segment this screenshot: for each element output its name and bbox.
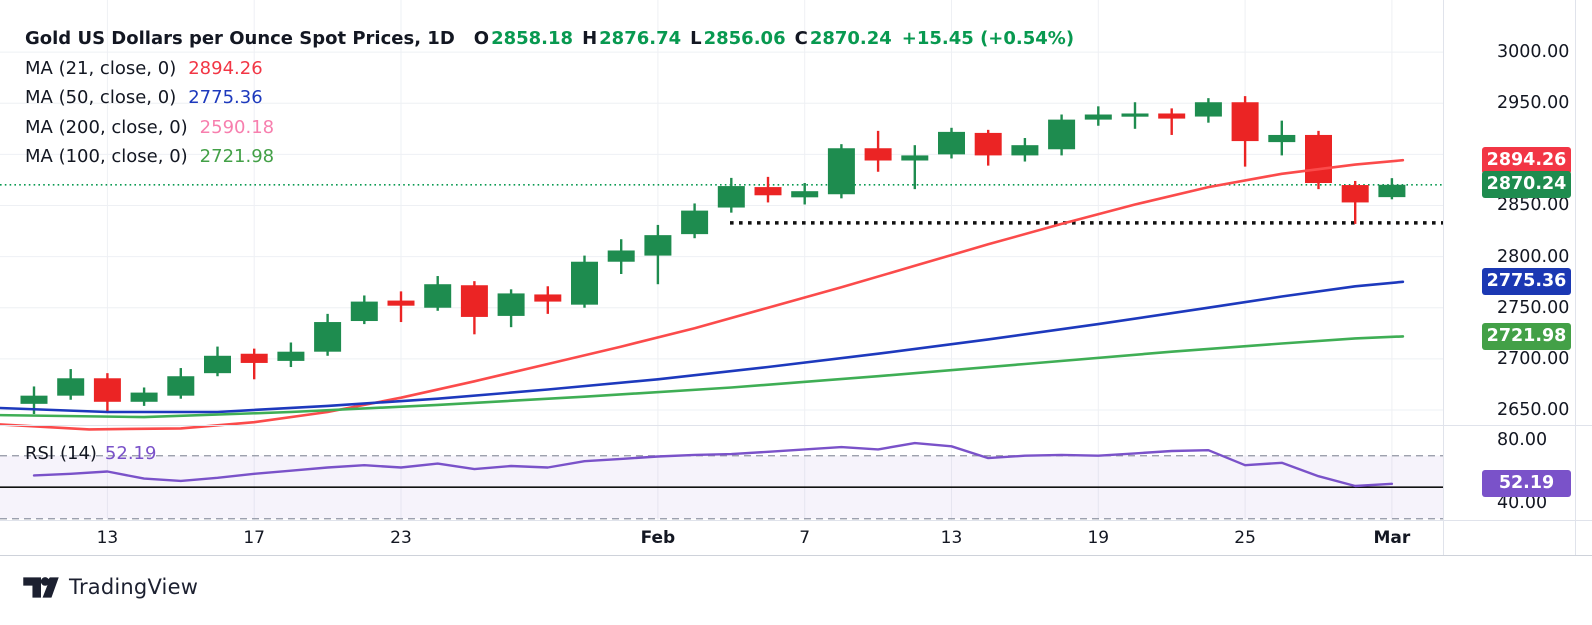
candle[interactable]: [20, 395, 48, 404]
ma-label: MA (50, close, 0): [25, 87, 177, 109]
candle[interactable]: [277, 351, 305, 361]
candle[interactable]: [717, 186, 745, 208]
time-axis-label: Feb: [640, 528, 676, 548]
ohlc-value: 2876.74: [599, 28, 682, 50]
rsi-axis-label: 80.00: [1497, 429, 1548, 450]
ohlc-key: H: [582, 28, 598, 50]
candle[interactable]: [1305, 134, 1332, 184]
candle[interactable]: [314, 322, 342, 352]
candle[interactable]: [130, 392, 158, 402]
candle[interactable]: [1084, 114, 1112, 120]
ma-value: 2721.98: [199, 146, 275, 168]
price-axis-label: 3000.00: [1497, 42, 1570, 63]
ma-label: MA (200, close, 0): [25, 116, 188, 138]
candle[interactable]: [1268, 134, 1296, 143]
candle[interactable]: [827, 148, 855, 195]
candle[interactable]: [1341, 185, 1369, 203]
ma-legend-rows: MA (21, close, 0) 2894.26 MA (50, close, 0…: [25, 54, 1074, 172]
rsi-value: 52.19: [104, 443, 157, 464]
ma-label: MA (21, close, 0): [25, 57, 177, 79]
price-axis-label: 2750.00: [1497, 297, 1570, 318]
candle[interactable]: [938, 131, 965, 155]
candle[interactable]: [1194, 102, 1222, 117]
chart-legend: Gold US Dollars per Ounce Spot Prices, 1…: [25, 24, 1074, 172]
candle[interactable]: [901, 155, 929, 161]
ma-label: MA (100, close, 0): [25, 146, 188, 168]
time-axis-label: 25: [1234, 528, 1256, 548]
ma100-price-badge: 2721.98: [1482, 322, 1571, 350]
ohlc-value: 2870.24: [809, 28, 892, 50]
time-axis-label: 19: [1087, 528, 1110, 548]
time-axis-label: 23: [390, 528, 412, 548]
rsi-value-badge: 52.19: [1482, 470, 1571, 498]
candle[interactable]: [350, 301, 378, 322]
ma-legend-row[interactable]: MA (200, close, 0) 2590.18: [25, 113, 1074, 143]
ohlc-key: O: [473, 28, 490, 50]
candle[interactable]: [1158, 113, 1186, 119]
price-axis-label: 2950.00: [1497, 93, 1570, 114]
ohlc-key: C: [794, 28, 808, 50]
candle[interactable]: [754, 187, 782, 196]
candle[interactable]: [1121, 113, 1149, 117]
ohlc-key: L: [690, 28, 702, 50]
tradingview-attribution[interactable]: TradingView: [22, 570, 198, 604]
price-axis-label: 2850.00: [1497, 195, 1570, 216]
time-axis-label: 13: [940, 528, 963, 548]
ma-value: 2775.36: [188, 87, 263, 109]
candle[interactable]: [204, 355, 231, 374]
ohlc-value: 2856.06: [703, 28, 786, 50]
candle[interactable]: [534, 294, 562, 302]
chart-plot[interactable]: [0, 0, 1592, 556]
candle[interactable]: [1011, 145, 1039, 156]
candle[interactable]: [681, 210, 709, 235]
ohlc-values: O 2858.18 H 2876.74 L 2856.06 C 2870.24: [465, 28, 892, 49]
candle[interactable]: [791, 191, 819, 198]
candle[interactable]: [93, 378, 121, 402]
candle[interactable]: [864, 148, 892, 161]
price-axis-label: 2650.00: [1497, 399, 1570, 420]
rsi-axis-label: 40.00: [1497, 492, 1548, 513]
price-axis-label: 2700.00: [1497, 348, 1570, 369]
candle[interactable]: [607, 250, 635, 262]
ohlc-value: 2858.18: [491, 28, 574, 50]
rsi-line: [32, 441, 1394, 488]
ma-line-100: [0, 335, 1405, 419]
ma-legend-row[interactable]: MA (50, close, 0) 2775.36: [25, 83, 1074, 113]
candle[interactable]: [424, 284, 452, 308]
candle[interactable]: [57, 378, 85, 396]
price-axis-label: 2800.00: [1497, 246, 1570, 267]
chart-window: Gold US Dollars per Ounce Spot Prices, 1…: [0, 0, 1592, 599]
rsi-legend-row[interactable]: RSI (14) 52.19: [25, 443, 156, 464]
ma-line-21: [0, 158, 1405, 431]
ma-legend-row[interactable]: MA (100, close, 0) 2721.98: [25, 142, 1074, 172]
candle[interactable]: [387, 300, 415, 306]
tradingview-logo-icon: [23, 576, 59, 598]
candle[interactable]: [571, 261, 598, 305]
ma21-price-badge: 2894.26: [1482, 146, 1571, 174]
time-axis-label: 13: [96, 528, 119, 548]
change-value: +15.45 (+0.54%): [901, 28, 1075, 50]
candle[interactable]: [974, 132, 1002, 156]
candle[interactable]: [460, 285, 488, 317]
candle[interactable]: [1231, 102, 1259, 142]
ma-legend-row[interactable]: MA (21, close, 0) 2894.26: [25, 54, 1074, 84]
time-axis-label: 17: [243, 528, 265, 548]
candle[interactable]: [240, 353, 268, 363]
candle[interactable]: [167, 376, 195, 396]
symbol-title: Gold US Dollars per Ounce Spot Prices, 1…: [25, 28, 455, 50]
ma-line-50: [0, 280, 1405, 414]
time-axis-label: 7: [799, 528, 811, 548]
candle[interactable]: [1048, 119, 1076, 150]
candle[interactable]: [1378, 184, 1406, 198]
ma-value: 2590.18: [199, 116, 275, 138]
last-price-badge: 2870.24: [1482, 171, 1571, 199]
ma-value: 2894.26: [188, 57, 263, 79]
symbol-legend-row[interactable]: Gold US Dollars per Ounce Spot Prices, 1…: [25, 24, 1074, 54]
candle[interactable]: [644, 235, 672, 256]
candle[interactable]: [497, 293, 525, 316]
tradingview-brand-text: TradingView: [69, 575, 199, 599]
rsi-label: RSI (14): [25, 443, 97, 464]
ma50-price-badge: 2775.36: [1482, 268, 1571, 296]
time-axis-label: Mar: [1373, 528, 1411, 548]
